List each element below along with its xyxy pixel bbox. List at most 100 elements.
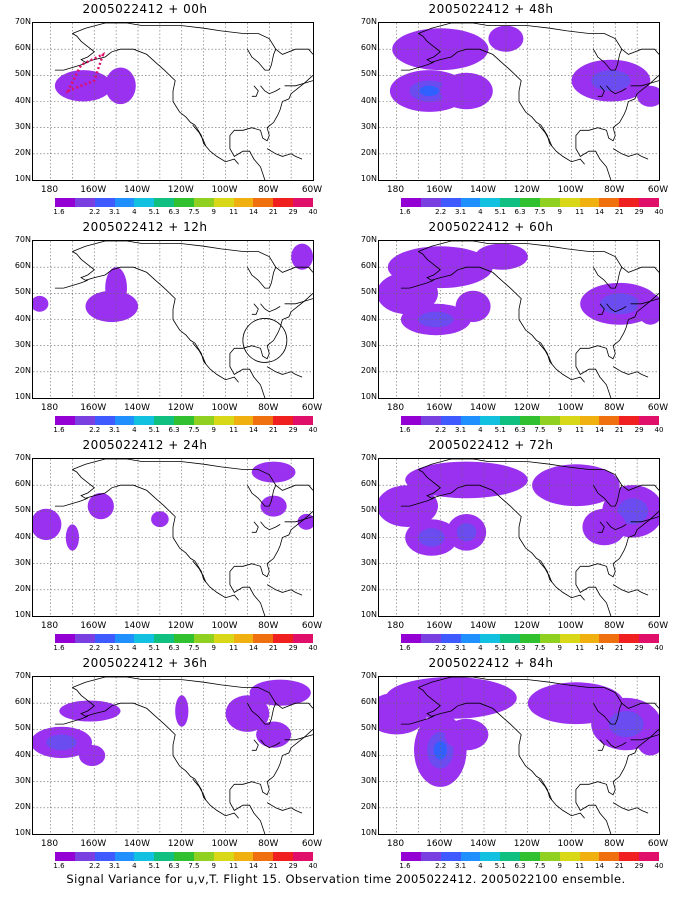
lat-tick-label: 10N [14,392,31,401]
colorbar-label: 9 [557,208,562,216]
panel-title: 2005022412 + 12h [82,220,208,234]
lat-tick-label: 30N [360,775,377,785]
colorbar-swatch [579,198,600,207]
colorbar-label: 4 [132,426,137,434]
colorbar-swatch [480,198,501,207]
colorbar [55,416,313,425]
colorbar-label: 5.1 [494,644,506,652]
lon-tick-label: 100W [211,621,238,631]
lon-tick-label: 180 [40,839,59,849]
colorbar-label: 29 [288,644,298,652]
coastlines [54,241,313,398]
colorbar-label: 3.1 [108,426,121,434]
colorbar-swatch [559,852,580,861]
colorbar [401,198,659,207]
lon-tick-label: 160W [80,839,107,849]
colorbar-swatch [193,198,214,207]
colorbar-label: 9 [211,862,216,870]
lat-tick-label: 20N [360,147,377,157]
lon-tick-label: 180 [386,839,405,849]
colorbar-label: 5.1 [494,426,506,434]
lat-tick-label: 60N [14,479,31,489]
lon-tick-label: 160W [426,185,453,195]
colorbar-swatch [273,416,294,425]
colorbar-swatch [619,416,640,425]
colorbar-label: 5.1 [148,862,160,870]
lon-tick-label: 160W [80,621,107,631]
lon-tick-label: 80W [258,621,279,631]
colorbar-label: 14 [594,208,604,216]
colorbar-label: 21 [614,644,624,652]
colorbar-swatch [599,852,620,861]
lon-tick-label: 180 [40,621,59,631]
lat-tick-label: 30N [360,121,377,131]
colorbar-label: 14 [248,208,258,216]
colorbar-label: 29 [634,426,644,434]
colorbar-swatch [440,852,461,861]
lon-tick-label: 160W [426,621,453,631]
colorbar-swatch [154,852,175,861]
colorbar-swatch [440,634,461,643]
lon-tick-label: 60W [301,621,323,631]
lat-tick-label: 40N [14,531,31,541]
colorbar-label: 21 [268,426,278,434]
colorbar-label: 21 [268,208,278,216]
lat-tick-label: 50N [360,505,377,515]
lon-tick-label: 120W [167,621,194,631]
colorbar-swatch [520,198,540,207]
lat-tick-label: 20N [14,365,31,375]
colorbar-swatch [233,416,254,425]
lat-tick-label: 20N [360,583,377,593]
colorbar-swatch [539,198,560,207]
panel-title: 2005022412 + 24h [82,438,208,452]
colorbar-swatch [55,198,75,207]
lat-tick-label: 50N [360,69,377,79]
lon-tick-label: 60W [647,621,669,631]
variance-map [378,676,660,835]
variance-map [378,240,660,399]
colorbar-label: 1.6 [53,426,65,434]
colorbar-label: 11 [575,208,585,216]
colorbar [55,852,313,861]
colorbar-label: 21 [614,862,624,870]
colorbar-swatch [293,198,313,207]
colorbar-swatch [539,416,560,425]
colorbar-label: 2.2 [89,208,101,216]
colorbar-label: 3.1 [108,862,121,870]
map-panel: 2005022412 + 60h 70N 60N 50N 40N 30N 20N 10N 180… [346,218,676,436]
lon-tick-label: 160W [80,403,107,413]
lon-tick-label: 120W [167,839,194,849]
lat-tick-label: 40N [360,95,377,105]
map-panel: 2005022412 + 24h 70N 60N 50N 40N 30N 20N 10N 180… [0,436,330,654]
graticule [379,23,659,180]
colorbar-label: 14 [594,862,604,870]
lat-tick-label: 70N [360,17,377,26]
colorbar-swatch [480,416,501,425]
colorbar-swatch [559,198,580,207]
colorbar-swatch [420,852,441,861]
colorbar-label: 14 [248,644,258,652]
colorbar-label: 29 [634,208,644,216]
colorbar-swatch [114,852,135,861]
colorbar-label: 6.3 [514,426,526,434]
lat-tick-label: 10N [360,174,377,183]
coastlines [400,23,659,180]
graticule [379,241,659,398]
colorbar-label: 6.3 [168,862,180,870]
lat-tick-label: 10N [360,828,377,837]
lat-tick-label: 10N [14,174,31,183]
panel-title: 2005022412 + 48h [428,2,554,16]
coastlines [54,459,313,616]
colorbar-label: 11 [229,862,239,870]
colorbar-label: 40 [308,644,318,652]
colorbar-swatch [193,634,214,643]
colorbar-label: 2.2 [89,644,101,652]
colorbar-label: 1.6 [399,426,411,434]
colorbar [401,416,659,425]
colorbar-swatch [74,416,95,425]
colorbar-swatch [599,634,620,643]
lat-tick-label: 20N [360,801,377,811]
colorbar-label: 2.2 [435,426,447,434]
colorbar-swatch [579,634,600,643]
colorbar-label: 6.3 [514,862,526,870]
